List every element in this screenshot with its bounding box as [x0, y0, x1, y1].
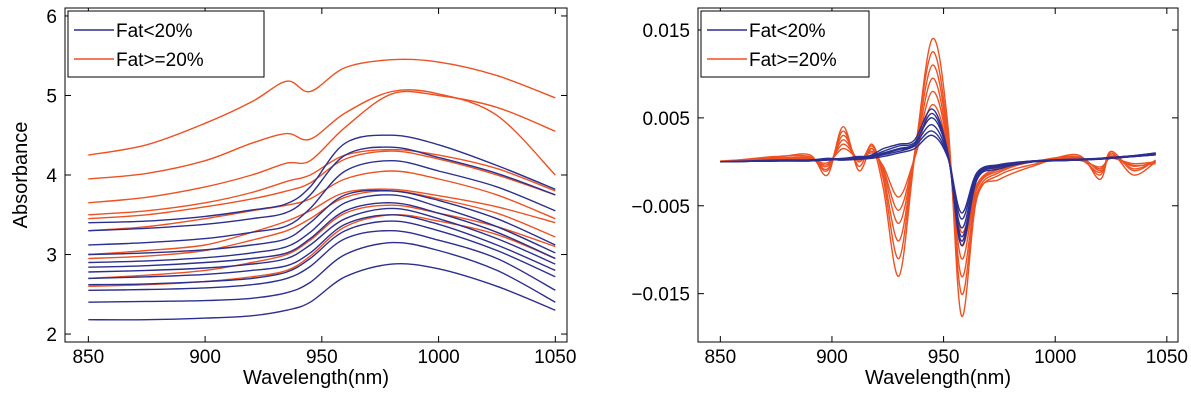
- y-tick-label: 0.005: [642, 109, 690, 130]
- y-tick-label: 5: [46, 86, 57, 107]
- series-line-fat-ge-20: [88, 204, 556, 280]
- legend-entry-label: Fat<20%: [749, 21, 826, 42]
- x-axis-label: Wavelength(nm): [243, 367, 389, 389]
- y-tick-label: 0.015: [642, 21, 690, 42]
- y-tick-label: 4: [46, 166, 57, 187]
- series-line-fat-lt-20: [88, 189, 556, 256]
- x-tick-label: 950: [306, 347, 338, 368]
- series-line-fat-lt-20: [720, 112, 1156, 242]
- legend: Fat<20% Fat>=20%: [67, 10, 265, 78]
- x-tick-label: 1000: [417, 347, 459, 368]
- x-tick-label: 900: [189, 347, 221, 368]
- legend-entry-label: Fat>=20%: [749, 50, 837, 71]
- series-line-fat-ge-20: [88, 188, 556, 256]
- series-line-fat-lt-20: [88, 207, 556, 273]
- series-line-fat-ge-20: [88, 170, 556, 232]
- series-line-fat-lt-20: [88, 229, 556, 291]
- legend-box: [700, 10, 870, 78]
- series-line-fat-lt-20: [88, 214, 556, 280]
- x-tick-label: 950: [928, 347, 960, 368]
- x-tick-label: 850: [72, 347, 104, 368]
- series-line-fat-lt-20: [88, 159, 556, 246]
- legend: Fat<20% Fat>=20%: [700, 10, 870, 78]
- series-line-fat-ge-20: [88, 58, 556, 156]
- series-line-fat-lt-20: [88, 134, 556, 224]
- series-line-fat-ge-20: [88, 89, 556, 180]
- absorbance-chart: 850 900 950 1000 1050 2 3 4 5 6 Wavelength(nm) Abso…: [10, 7, 576, 389]
- y-axis-label: Absorbance: [10, 122, 32, 229]
- series-line-fat-ge-20: [720, 64, 1156, 278]
- x-tick-label: 1050: [534, 347, 576, 368]
- series-lines: [88, 58, 556, 321]
- legend-entry-label: Fat<20%: [116, 21, 193, 42]
- x-tick-label: 1000: [1034, 347, 1076, 368]
- x-tick-label: 1050: [1146, 347, 1188, 368]
- y-tick-label: 3: [46, 246, 57, 267]
- series-line-fat-lt-20: [720, 134, 1156, 214]
- plot-frame: [697, 7, 1179, 343]
- derivative-chart: 850 900 950 1000 1050 −0.015 −0.005 0.005 0.015 W…: [631, 7, 1188, 389]
- x-tick-label: 850: [704, 347, 736, 368]
- series-line-fat-lt-20: [88, 146, 556, 232]
- series-line-fat-lt-20: [88, 241, 556, 303]
- legend-box: [67, 10, 265, 78]
- series-line-fat-ge-20: [88, 148, 556, 216]
- series-line-fat-lt-20: [720, 130, 1156, 220]
- y-tick-label: −0.005: [631, 197, 690, 218]
- legend-entry-label: Fat>=20%: [116, 50, 204, 71]
- x-axis-label: Wavelength(nm): [865, 367, 1011, 389]
- series-line-fat-ge-20: [88, 190, 556, 260]
- x-tick-label: 900: [816, 347, 848, 368]
- series-line-fat-ge-20: [720, 37, 1157, 317]
- series-line-fat-ge-20: [88, 150, 556, 220]
- series-line-fat-lt-20: [88, 263, 556, 321]
- series-line-fat-lt-20: [88, 202, 556, 268]
- series-line-fat-lt-20: [88, 220, 556, 286]
- y-tick-label: 2: [46, 325, 57, 346]
- y-tick-label: −0.015: [631, 285, 690, 306]
- series-line-fat-lt-20: [88, 194, 556, 264]
- series-lines: [720, 37, 1157, 317]
- y-tick-label: 6: [46, 7, 57, 28]
